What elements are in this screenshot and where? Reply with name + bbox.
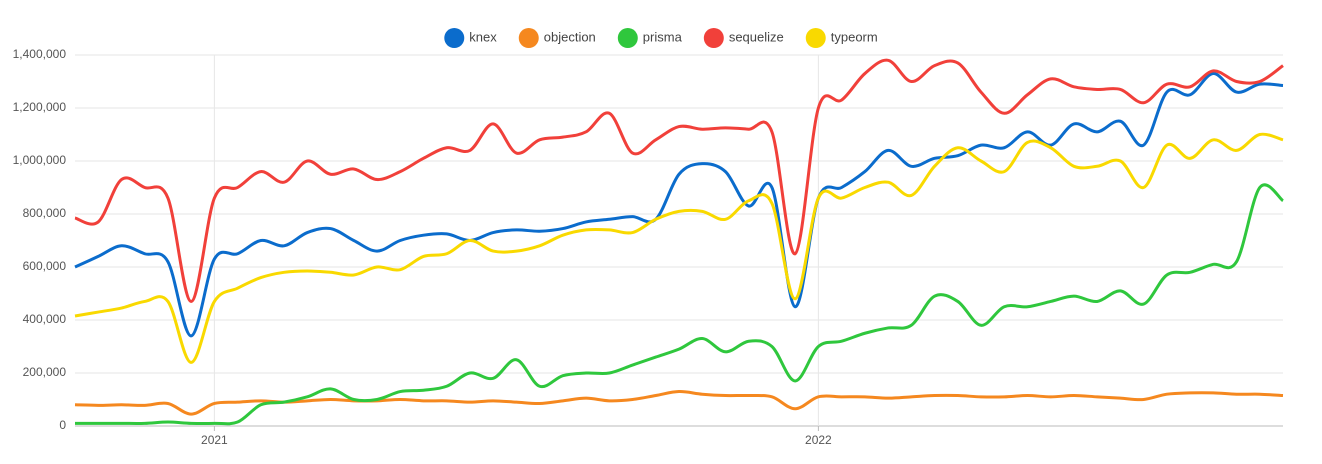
x-tick-label: 2022 [805,433,832,447]
legend-item: knex [444,28,497,48]
y-tick-label: 800,000 [23,206,67,220]
legend-label: knex [469,29,497,44]
y-tick-label: 1,400,000 [13,47,67,61]
legend-item: objection [518,28,596,48]
legend-swatch [805,28,826,48]
y-tick-label: 400,000 [23,312,67,326]
legend-swatch [518,28,539,48]
legend-label: objection [544,29,596,44]
legend-label: prisma [643,29,683,44]
line-objection [74,390,1284,416]
legend-swatch [617,28,638,48]
legend-item: typeorm [805,28,878,48]
legend-item: sequelize [703,28,784,48]
legend: knex objection prisma sequelize typeorm [444,28,878,48]
legend-label: typeorm [831,29,878,44]
y-tick-label: 600,000 [23,259,67,273]
line-knex [74,72,1284,338]
y-tick-label: 1,200,000 [13,100,67,114]
legend-swatch [703,28,724,48]
line-prisma [75,183,1284,426]
legend-label: sequelize [729,29,784,44]
legend-item: prisma [617,28,683,48]
line-sequelize [74,58,1284,303]
y-tick-label: 1,000,000 [13,153,67,167]
line-typeorm [74,132,1284,364]
y-tick-label: 0 [59,418,66,432]
x-tick-label: 2021 [201,433,228,447]
y-tick-label: 200,000 [23,365,67,379]
legend-swatch [444,28,465,48]
